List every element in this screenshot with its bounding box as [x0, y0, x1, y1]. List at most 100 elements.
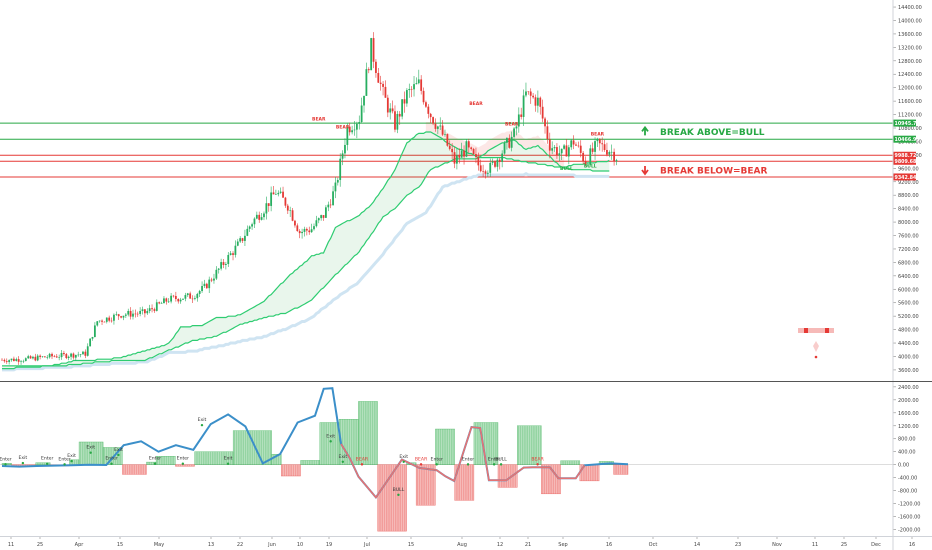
osc-label-dot	[226, 462, 230, 465]
candle-body	[606, 149, 608, 155]
candle-body	[241, 238, 244, 241]
time-tick-label: 25	[841, 542, 847, 548]
osc-label: Exit	[67, 453, 76, 459]
candle-body	[165, 298, 168, 302]
candle-body	[453, 152, 456, 164]
candle-body	[405, 90, 408, 104]
candle-body	[186, 293, 189, 296]
osc-label: Enter	[58, 456, 70, 462]
candle-body	[260, 217, 263, 220]
candle-body	[532, 95, 535, 98]
osc-label-dot	[63, 463, 66, 466]
osc-label: Exit	[399, 454, 408, 460]
osc-label-dot	[329, 440, 332, 443]
candle-body	[74, 354, 77, 358]
candle-body	[546, 126, 549, 140]
candle-body	[224, 264, 227, 265]
candle-body	[396, 113, 399, 130]
price-tick-label: 11200.00	[898, 113, 922, 119]
candle-body	[301, 231, 303, 234]
candle-body	[446, 134, 449, 146]
candle-body	[217, 268, 220, 270]
time-tick-label: 11	[8, 542, 14, 548]
candle-body	[29, 356, 32, 359]
candle-body	[536, 97, 539, 106]
osc-bars	[1, 401, 629, 532]
candle-body	[246, 228, 249, 236]
time-tick-label: Apr	[75, 542, 85, 548]
time-tick-label: 22	[237, 542, 243, 548]
candle-body	[129, 310, 132, 317]
signal-label: BULL	[560, 166, 573, 172]
time-axis[interactable]: 11 25 Apr 15 May 13 22 Jun 10 19 Jul 15 Aug 12 21 Sep 16…	[8, 536, 915, 548]
candle-body	[148, 308, 151, 312]
osc-label: BEAR	[356, 456, 369, 462]
candle-body	[115, 314, 118, 315]
time-tick-label: 12	[497, 542, 503, 548]
candle-body	[577, 145, 580, 147]
oscillator-axis[interactable]: 2400.00 2000.00 1600.00 1200.00 800.00 400.00…	[893, 385, 920, 534]
candle-body	[10, 358, 13, 361]
candle-body	[336, 179, 339, 183]
osc-tick-label: -2000.00	[898, 528, 920, 534]
candle-body	[332, 191, 334, 206]
candle-body	[334, 182, 337, 192]
candle-body	[510, 136, 513, 148]
candle-body	[65, 354, 68, 359]
osc-label-dot	[536, 463, 539, 466]
candle-body	[13, 358, 15, 361]
candle-body	[98, 320, 101, 322]
candle-body	[244, 235, 246, 241]
candle-body	[20, 361, 22, 362]
candle-body	[463, 150, 465, 157]
candle-body	[120, 316, 122, 318]
candle-body	[556, 147, 558, 156]
price-badge-label: 9988.72	[895, 153, 917, 159]
candle-body	[127, 310, 130, 315]
osc-label-dot	[181, 462, 185, 465]
price-tick-label: 12000.00	[898, 86, 922, 92]
osc-label-dot	[46, 462, 49, 465]
price-pane[interactable]: BEAR BEAR BEAR BEAR BULL BULL BEAR	[0, 32, 893, 372]
candle-body	[291, 210, 294, 221]
candle-body	[589, 148, 592, 165]
price-tick-label: 13200.00	[898, 45, 922, 51]
candle-body	[420, 79, 423, 91]
candle-body	[77, 354, 80, 356]
candle-body	[472, 148, 475, 155]
time-tick-label: 23	[735, 542, 741, 548]
candle-body	[610, 151, 613, 153]
price-tick-label: 6000.00	[898, 287, 919, 293]
candle-body	[394, 111, 396, 130]
candle-body	[584, 161, 587, 165]
osc-label-dot	[21, 461, 25, 465]
candle-body	[263, 213, 265, 218]
candle-body	[279, 191, 282, 193]
candle-body	[470, 147, 473, 149]
osc-label-dot	[499, 463, 503, 466]
price-tick-label: 4800.00	[898, 328, 919, 334]
candle-body	[27, 356, 30, 359]
arrow-down-icon	[641, 166, 649, 176]
osc-tick-label: 2000.00	[898, 398, 919, 404]
candle-body	[408, 88, 411, 91]
floating-marker	[798, 328, 834, 333]
osc-label-dot	[360, 463, 364, 466]
candle-body	[239, 238, 242, 242]
candle-body	[489, 162, 492, 173]
osc-label-dot	[341, 460, 345, 463]
signal-label: BULL	[584, 164, 597, 170]
osc-label-dot	[89, 451, 92, 454]
osc-tick-label: 0.00	[898, 463, 909, 469]
candle-body	[141, 309, 144, 311]
candle-body	[53, 356, 56, 357]
candle-body	[24, 358, 27, 361]
candle-body	[86, 346, 89, 356]
osc-bar	[175, 464, 195, 467]
osc-bar	[1, 463, 12, 465]
price-axis[interactable]: 14400.00 14000.00 13600.00 13200.00 12800.00…	[893, 5, 922, 374]
candle-body	[191, 298, 194, 300]
candle-body	[305, 228, 308, 231]
